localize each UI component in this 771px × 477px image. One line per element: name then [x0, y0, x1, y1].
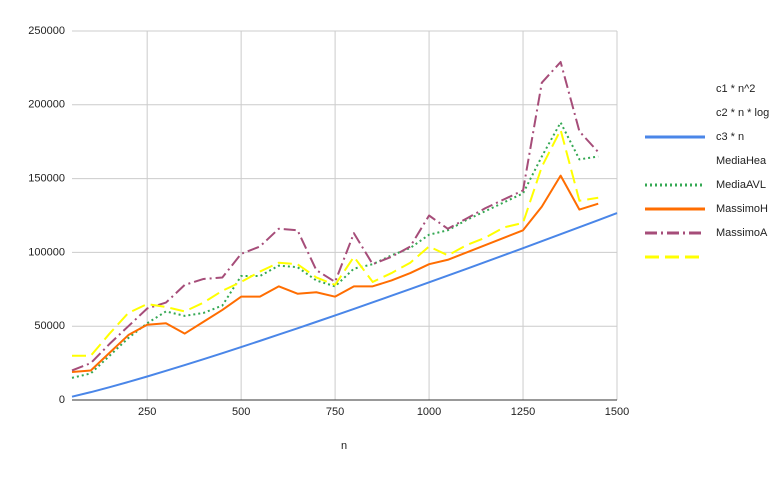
y-tick-label: 250000	[28, 25, 65, 37]
legend-label: c1 * n^2	[716, 83, 755, 95]
x-tick-label: 750	[326, 406, 344, 418]
x-tick-label: 250	[138, 406, 156, 418]
series-line	[71, 121, 599, 379]
series-line	[71, 174, 599, 373]
legend-label: c3 * n	[716, 131, 744, 143]
legend-label: MassimoH	[716, 203, 768, 215]
series-line	[71, 60, 599, 372]
y-tick-label: 0	[59, 394, 65, 406]
y-tick-label: 100000	[28, 246, 65, 258]
legend-label: c2 * n * log	[716, 107, 769, 119]
y-tick-label: 200000	[28, 99, 65, 111]
y-tick-label: 50000	[34, 320, 65, 332]
y-tick-label: 150000	[28, 173, 65, 185]
x-tick-label: 1250	[511, 406, 535, 418]
x-axis-label: n	[341, 440, 347, 452]
series-line	[71, 212, 618, 398]
x-tick-label: 1000	[417, 406, 441, 418]
legend-label: MediaHea	[716, 155, 767, 167]
legend-label: MassimoA	[716, 227, 768, 239]
legend-label: MediaAVL	[716, 179, 766, 191]
x-tick-label: 500	[232, 406, 250, 418]
x-tick-label: 1500	[605, 406, 629, 418]
series-line	[72, 128, 599, 357]
